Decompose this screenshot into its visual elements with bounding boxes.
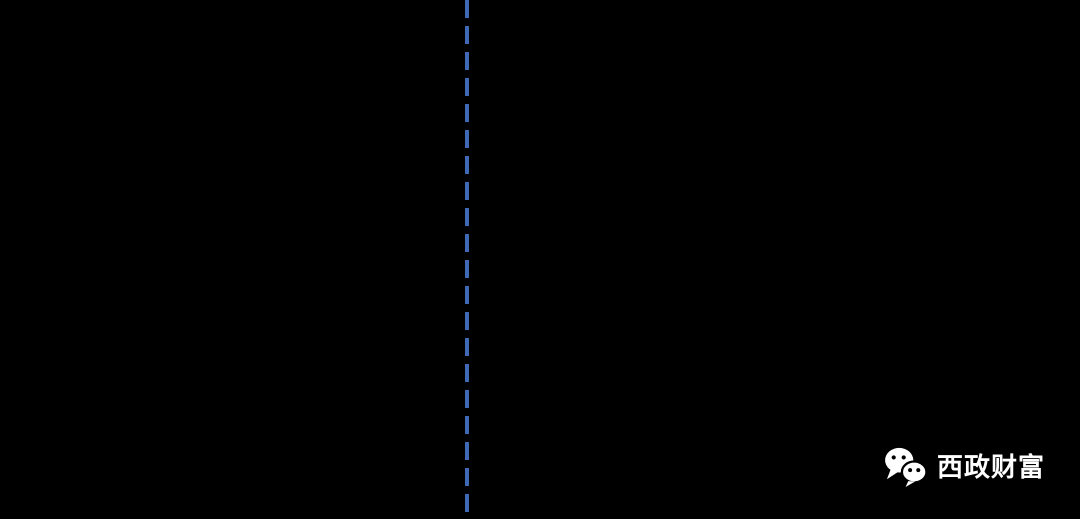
wechat-icon (885, 447, 928, 487)
brand-watermark-text: 西政财富 (937, 452, 1046, 482)
vertical-dashed-divider (465, 0, 469, 519)
brand-watermark: 西政财富 (884, 446, 1045, 488)
